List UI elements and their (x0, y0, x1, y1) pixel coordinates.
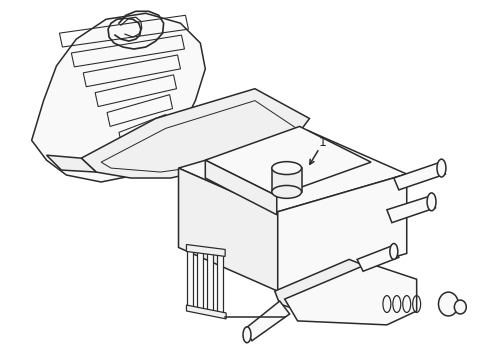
Polygon shape (178, 130, 406, 212)
Ellipse shape (426, 193, 435, 211)
Polygon shape (284, 264, 416, 325)
Polygon shape (205, 126, 370, 196)
Polygon shape (205, 160, 276, 215)
Polygon shape (207, 251, 213, 311)
Ellipse shape (389, 243, 397, 260)
Ellipse shape (243, 327, 250, 343)
Polygon shape (197, 249, 203, 309)
Ellipse shape (453, 300, 466, 314)
Text: 1: 1 (318, 136, 325, 149)
Polygon shape (186, 244, 224, 256)
Polygon shape (178, 168, 277, 291)
Polygon shape (356, 246, 398, 271)
Ellipse shape (436, 159, 445, 177)
Polygon shape (386, 196, 435, 223)
Ellipse shape (271, 185, 301, 198)
Polygon shape (277, 174, 406, 291)
Polygon shape (32, 13, 205, 182)
Polygon shape (217, 253, 223, 313)
Ellipse shape (271, 162, 301, 175)
Ellipse shape (438, 292, 457, 316)
Polygon shape (46, 155, 96, 172)
Polygon shape (274, 260, 368, 309)
Polygon shape (393, 162, 445, 190)
Polygon shape (244, 301, 289, 341)
Polygon shape (81, 89, 309, 178)
Polygon shape (187, 247, 193, 307)
Polygon shape (271, 168, 301, 192)
Polygon shape (186, 305, 225, 319)
